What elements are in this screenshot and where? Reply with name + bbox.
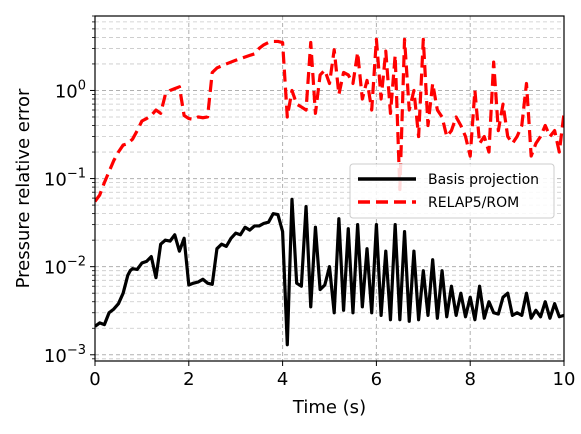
- x-tick-label: 0: [89, 369, 100, 390]
- x-tick-label: 4: [277, 369, 288, 390]
- x-tick-label: 8: [464, 369, 475, 390]
- x-axis-title: Time (s): [292, 397, 366, 418]
- y-axis-title: Pressure relative error: [13, 88, 34, 288]
- series-line-basis-projection: [95, 197, 564, 347]
- y-tick-label: 10−1: [44, 167, 86, 191]
- legend-label-relap5-rom: RELAP5/ROM: [428, 195, 519, 211]
- x-tick-label: 2: [183, 369, 194, 390]
- x-tick-label: 6: [371, 369, 382, 390]
- x-tick-label: 10: [553, 369, 576, 390]
- y-tick-label: 100: [55, 78, 86, 102]
- x-axis: 0 2 4 6 8 10: [89, 361, 575, 390]
- legend-label-basis-projection: Basis projection: [428, 172, 539, 188]
- series-line-relap5-rom: [95, 37, 564, 203]
- y-tick-label: 10−3: [44, 343, 86, 367]
- plot-area: [95, 37, 564, 347]
- series-layer: [95, 37, 564, 347]
- y-tick-label: 10−2: [44, 255, 86, 279]
- plot-frame: [94, 15, 565, 362]
- legend: Basis projection RELAP5/ROM: [349, 163, 555, 219]
- y-axis: 10−3 10−2 10−1 100: [44, 15, 95, 367]
